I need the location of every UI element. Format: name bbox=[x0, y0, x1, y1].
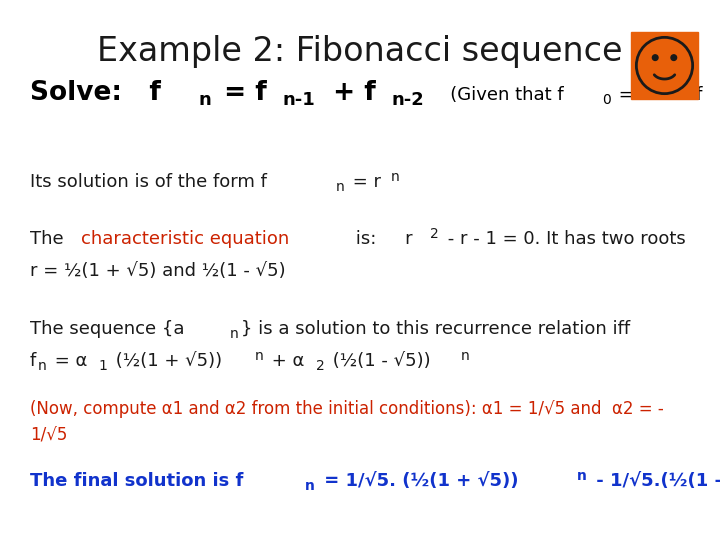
Text: n: n bbox=[305, 479, 315, 493]
Circle shape bbox=[636, 37, 693, 93]
Text: 2: 2 bbox=[431, 227, 439, 241]
Text: (Given that f: (Given that f bbox=[433, 86, 564, 104]
Text: = r: = r bbox=[347, 173, 381, 191]
Text: (½(1 - √5)): (½(1 - √5)) bbox=[327, 352, 431, 370]
Text: = 0 and f: = 0 and f bbox=[613, 86, 703, 104]
Text: Example 2: Fibonacci sequence: Example 2: Fibonacci sequence bbox=[97, 35, 623, 68]
Text: n-1: n-1 bbox=[282, 91, 315, 109]
Text: n-2: n-2 bbox=[391, 91, 424, 109]
Text: = α: = α bbox=[50, 352, 88, 370]
Text: - 1/√5.(½(1 - √5)): - 1/√5.(½(1 - √5)) bbox=[590, 472, 720, 490]
Text: - r - 1 = 0. It has two roots: - r - 1 = 0. It has two roots bbox=[441, 230, 685, 248]
Text: is:     r: is: r bbox=[349, 230, 412, 248]
Text: r = ½(1 + √5) and ½(1 - √5): r = ½(1 + √5) and ½(1 - √5) bbox=[30, 262, 286, 280]
Text: n: n bbox=[255, 349, 264, 363]
Text: n: n bbox=[38, 359, 47, 373]
Text: n: n bbox=[336, 180, 344, 194]
Text: Its solution is of the form f: Its solution is of the form f bbox=[30, 173, 267, 191]
Text: = 1/√5. (½(1 + √5)): = 1/√5. (½(1 + √5)) bbox=[318, 472, 518, 490]
Text: n: n bbox=[230, 327, 238, 341]
Text: n: n bbox=[391, 170, 400, 184]
Text: + α: + α bbox=[266, 352, 305, 370]
Text: The: The bbox=[30, 230, 69, 248]
Text: characteristic equation: characteristic equation bbox=[81, 230, 289, 248]
Text: 1: 1 bbox=[99, 359, 108, 373]
Text: = f: = f bbox=[215, 80, 267, 106]
Text: 0: 0 bbox=[602, 93, 611, 107]
Circle shape bbox=[652, 55, 658, 60]
Text: 1/√5: 1/√5 bbox=[30, 426, 68, 444]
Text: (Now, compute α1 and α2 from the initial conditions): α1 = 1/√5 and  α2 = -: (Now, compute α1 and α2 from the initial… bbox=[30, 400, 664, 418]
Circle shape bbox=[671, 55, 677, 60]
Text: (½(1 + √5)): (½(1 + √5)) bbox=[110, 352, 222, 370]
Text: n: n bbox=[199, 91, 212, 109]
Text: f: f bbox=[30, 352, 36, 370]
Text: n: n bbox=[577, 469, 587, 483]
Bar bbox=[631, 32, 698, 99]
Text: The sequence {a: The sequence {a bbox=[30, 320, 184, 338]
Text: The final solution is f: The final solution is f bbox=[30, 472, 243, 490]
Text: n: n bbox=[461, 349, 469, 363]
Text: 2: 2 bbox=[316, 359, 325, 373]
Text: } is a solution to this recurrence relation iff: } is a solution to this recurrence relat… bbox=[240, 320, 630, 338]
Text: + f: + f bbox=[324, 80, 376, 106]
Text: Solve:   f: Solve: f bbox=[30, 80, 161, 106]
